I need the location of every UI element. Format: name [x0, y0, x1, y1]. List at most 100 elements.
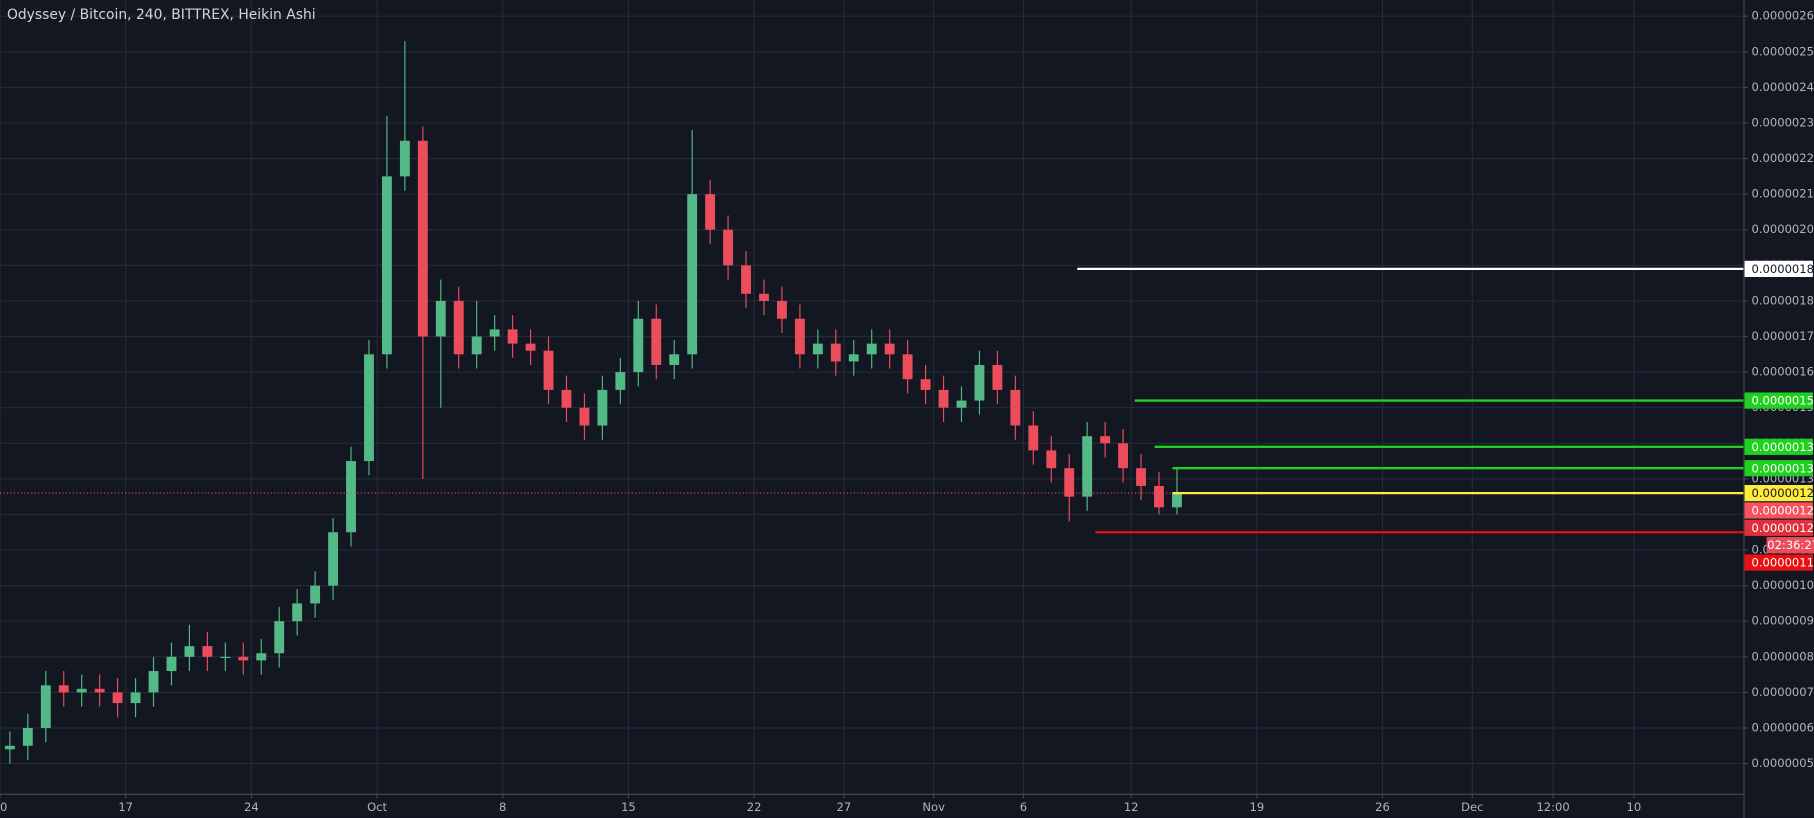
candle-body [328, 532, 339, 586]
candle-body [148, 671, 159, 693]
level-tag [1744, 554, 1813, 571]
candle-body [58, 685, 69, 693]
candle-body [471, 336, 482, 355]
x-tick-label: 19 [1249, 800, 1264, 814]
candle-body [956, 400, 967, 408]
candle-body [292, 603, 303, 622]
candle-body [202, 646, 213, 657]
candle-body [741, 265, 751, 294]
price-tag-label: 0.00000125 [1752, 504, 1814, 518]
candle-body [1154, 485, 1164, 508]
chart-title: Odyssey / Bitcoin, 240, BITTREX, Heikin … [7, 7, 316, 23]
plot-area [0, 41, 1744, 764]
candle-body [1136, 468, 1146, 486]
candle-body [723, 229, 734, 266]
level-tag [1744, 485, 1813, 502]
price-tag [1744, 519, 1813, 536]
level-tag-label: 0.00000139 [1752, 440, 1814, 454]
x-tick-label: 15 [621, 800, 636, 814]
candle-body [1028, 425, 1039, 451]
level-tag [1744, 460, 1813, 477]
candle-body [453, 300, 464, 355]
candle-body [274, 621, 285, 654]
candle-body [794, 318, 805, 355]
candle-body [1082, 436, 1093, 497]
level-tag-label: 0.00000115 [1752, 556, 1814, 570]
candle-body [166, 656, 177, 672]
candle-body [777, 300, 787, 319]
countdown-label: 02:36:27 [1767, 538, 1814, 552]
x-tick-label: 27 [837, 800, 852, 814]
candle-body [902, 354, 913, 380]
candle-body [615, 372, 626, 390]
candle-body [992, 364, 1003, 390]
candle-body [669, 354, 680, 365]
candle-body [579, 407, 590, 426]
candle-body [705, 194, 716, 230]
candle-body [759, 293, 769, 301]
candle-body [184, 646, 195, 657]
level-tag-label: 0.00000189 [1752, 262, 1814, 276]
candle-body [381, 176, 392, 355]
candle-body [1100, 436, 1111, 444]
level-tag-label: 0.00000133 [1752, 461, 1814, 475]
x-tick-label: 17 [118, 800, 133, 814]
x-tick-label: Nov [922, 800, 945, 814]
x-tick-label: 24 [244, 800, 259, 814]
level-tag-label: 0.00000126 [1752, 486, 1814, 500]
x-tick-label: 12 [1124, 800, 1139, 814]
candle-body [399, 140, 410, 177]
candle-body [848, 354, 859, 362]
countdown-box [1766, 537, 1814, 554]
candle-body [561, 389, 572, 408]
candle-body [1172, 493, 1182, 508]
x-tick-label: 10 [0, 800, 7, 814]
candle-body [920, 379, 931, 390]
candle-body [435, 300, 446, 337]
candle-body [884, 343, 895, 355]
candle-body [687, 194, 698, 355]
candle-body [866, 343, 877, 355]
candle-body [112, 692, 123, 704]
level-tag [1744, 260, 1813, 277]
candle-body [310, 585, 321, 604]
level-tag-label: 0.00000152 [1752, 394, 1814, 408]
candle-body [525, 343, 536, 351]
x-tick-label: 8 [499, 800, 506, 814]
candle-body [938, 389, 949, 408]
x-tick-label: 10 [1627, 800, 1642, 814]
candle-body [346, 461, 356, 533]
candle-body [94, 688, 105, 693]
candle-body [4, 745, 15, 750]
level-tag [1744, 392, 1813, 409]
candle-body [812, 343, 823, 355]
candle-body [130, 692, 141, 704]
candle-body [417, 140, 428, 337]
price-tag [1744, 502, 1813, 519]
candle-body [40, 685, 51, 728]
candle-body [76, 688, 87, 693]
candle-body [1046, 450, 1057, 469]
x-tick-label: 12:00 [1536, 800, 1569, 814]
x-tick-label: Oct [367, 800, 387, 814]
candle-body [543, 350, 554, 390]
candle-body [489, 329, 500, 337]
x-tick-label: 6 [1020, 800, 1027, 814]
candle-body [22, 727, 33, 746]
candle-body [597, 389, 608, 426]
